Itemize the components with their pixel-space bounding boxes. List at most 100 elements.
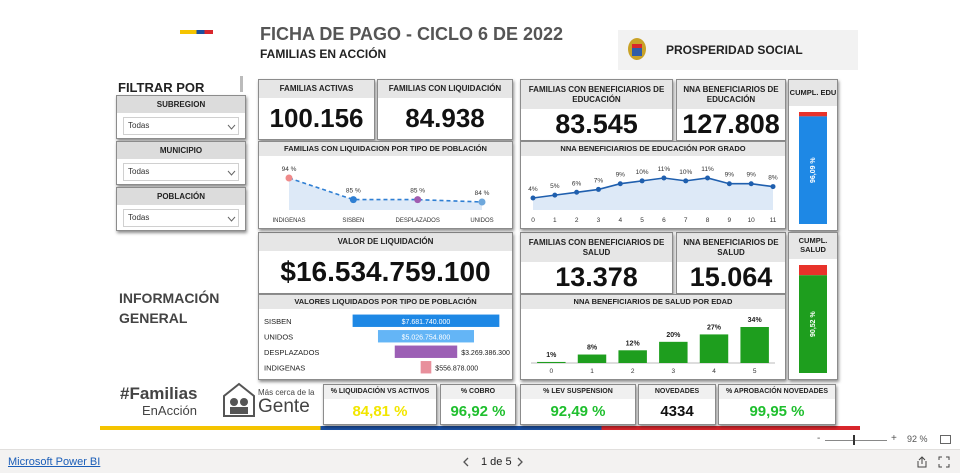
report-subtitle: FAMILIAS EN ACCIÓN <box>260 47 387 61</box>
x-tick-label: 8 <box>706 217 710 224</box>
kpi-value: 13.378 <box>555 262 638 292</box>
bar <box>618 350 647 363</box>
logo-icon <box>223 382 255 417</box>
x-tick-label: 0 <box>531 217 535 224</box>
data-label: 9% <box>725 172 735 179</box>
dropdown-value: Todas <box>128 121 150 130</box>
chart-plot: 1% 0 8% 1 12% 2 20% 3 27% 4 34% 5 <box>531 317 775 375</box>
panel-header: % LIQUIDACIÓN VS ACTIVOS <box>324 385 436 399</box>
dropdown[interactable]: Todas <box>123 117 239 135</box>
data-label: 1% <box>546 352 557 359</box>
x-tick-label: 3 <box>672 368 676 375</box>
x-tick-label: SISBEN <box>342 218 364 224</box>
line-point <box>770 184 776 190</box>
x-tick-label: 6 <box>662 217 666 224</box>
fit-page[interactable] <box>940 435 951 444</box>
line-point <box>705 175 711 181</box>
color-strip <box>100 426 860 430</box>
app-link[interactable]: Microsoft Power BI <box>8 456 101 468</box>
x-tick-label: UNIDOS <box>470 218 493 224</box>
report-title: FICHA DE PAGO - CICLO 6 DE 2022 <box>260 24 564 44</box>
data-label: 10% <box>679 169 692 176</box>
kpi-card: FAMILIAS CON BENEFICIARIOS DE EDUCACIÓN 8… <box>520 79 673 141</box>
kpi-card: VALOR DE LIQUIDACIÓN $16.534.759.100 <box>258 232 513 294</box>
prev-page[interactable] <box>462 457 470 467</box>
x-tick-label: 11 <box>770 217 777 224</box>
data-label: 27% <box>707 324 722 331</box>
data-label: 9% <box>746 172 756 179</box>
panel-header: VALORES LIQUIDADOS POR TIPO DE POBLACIÓN <box>259 295 512 309</box>
dropdown[interactable]: Todas <box>123 209 239 227</box>
line-area <box>289 178 482 210</box>
kpi-card: NNA BENEFICIARIOS DE SALUD 15.064 <box>676 232 786 294</box>
dropdown[interactable]: Todas <box>123 163 239 181</box>
x-tick-label: 5 <box>753 368 757 375</box>
panel-header: FAMILIAS CON LIQUIDACIÓN <box>378 80 512 98</box>
data-label: $7.681.740.000 <box>402 319 451 326</box>
kpi-value: $16.534.759.100 <box>280 256 491 287</box>
kpi-value: 84.938 <box>405 103 485 133</box>
filter-heading: FILTRAR POR <box>118 80 205 95</box>
fullscreen-icon[interactable] <box>938 456 950 468</box>
chart-plot: 94 % INDIGENAS 85 % SISBEN 85 % DESPLAZADOS 84… <box>272 166 493 224</box>
bar <box>740 327 769 363</box>
next-page[interactable] <box>516 457 524 467</box>
dropdown-value: Todas <box>128 167 150 176</box>
section-heading: INFORMACIÓN GENERAL <box>119 290 220 326</box>
zoom-thumb[interactable] <box>853 435 855 445</box>
data-label: 10% <box>636 169 649 176</box>
kpi-card: FAMILIAS CON BENEFICIARIOS DE SALUD 13.37… <box>520 232 673 294</box>
x-tick-label: INDIGENAS <box>272 218 305 224</box>
logo-gente: Gente <box>258 396 310 417</box>
kpi-value: 99,95 % <box>749 403 805 420</box>
line-point <box>617 181 623 187</box>
zoom-track <box>825 440 887 441</box>
kpi-value: 96,92 % <box>450 403 506 420</box>
kpi-value: 127.808 <box>682 109 780 139</box>
line-point <box>726 181 732 187</box>
data-label: 12% <box>626 340 641 347</box>
panel-header: FAMILIAS ACTIVAS <box>259 80 374 98</box>
brand-name: PROSPERIDAD SOCIAL <box>666 43 803 57</box>
zoom-out[interactable]: - <box>817 433 821 444</box>
x-tick-label: 3 <box>597 217 601 224</box>
dropdown-chevron <box>227 170 236 176</box>
filter-slicer: SUBREGION Todas <box>116 95 246 139</box>
chart-card: VALORES LIQUIDADOS POR TIPO DE POBLACIÓN… <box>258 294 513 380</box>
line-point <box>530 195 536 201</box>
y-tick-label: SISBEN <box>264 317 292 326</box>
chart-plot: SISBEN $7.681.740.000 UNIDOS $5.026.754.800… <box>264 314 510 374</box>
brand-box: PROSPERIDAD SOCIAL <box>618 30 858 70</box>
dropdown-chevron <box>227 124 236 130</box>
bar <box>699 334 729 363</box>
line-point <box>552 192 558 198</box>
kpi-value: 92,49 % <box>550 403 606 420</box>
panel-header: MUNICIPIO <box>117 142 245 159</box>
chart-plot: 96,09 % <box>799 112 827 224</box>
logos: #Familias EnAcción Más cerca de la Gente <box>120 382 320 422</box>
chart-card: NNA BENEFICIARIOS DE SALUD POR EDAD 1% 0 8%… <box>520 294 786 380</box>
share-icon[interactable] <box>916 456 928 468</box>
logo-familias: #Familias <box>120 384 198 403</box>
chart-plot: 4% 0 5% 1 6% 2 7% 3 9% 4 10% 5 11% 6 10% 7 11% 8 9% 9 9% 10 8%… <box>528 166 778 224</box>
panel-header: NNA BENEFICIARIOS DE SALUD POR EDAD <box>521 295 785 309</box>
x-tick-label: 4 <box>618 217 622 224</box>
zoom-level: 92 % <box>907 434 928 444</box>
zoom-in[interactable]: + <box>891 433 897 444</box>
chart-plot: 90,52 % <box>799 265 827 373</box>
data-label: 94 % <box>282 166 297 173</box>
app-bar: Microsoft Power BI 1 de 5 <box>0 449 960 473</box>
data-label: $556.878.000 <box>435 365 478 372</box>
filter-slicer: POBLACIÓN Todas <box>116 187 246 231</box>
panel-header: FAMILIAS CON LIQUIDACION POR TIPO DE POB… <box>259 142 512 156</box>
line-point <box>595 186 601 192</box>
data-label: 11% <box>658 166 671 173</box>
data-label: 85 % <box>346 188 361 195</box>
panel-header: % COBRO <box>441 385 515 399</box>
bar <box>659 341 688 363</box>
gauge-bar <box>799 275 827 373</box>
kpi-value: 15.064 <box>689 262 773 292</box>
panel-header: NNA BENEFICIARIOS DE EDUCACIÓN POR GRADO <box>521 142 785 156</box>
line-point <box>661 175 667 181</box>
